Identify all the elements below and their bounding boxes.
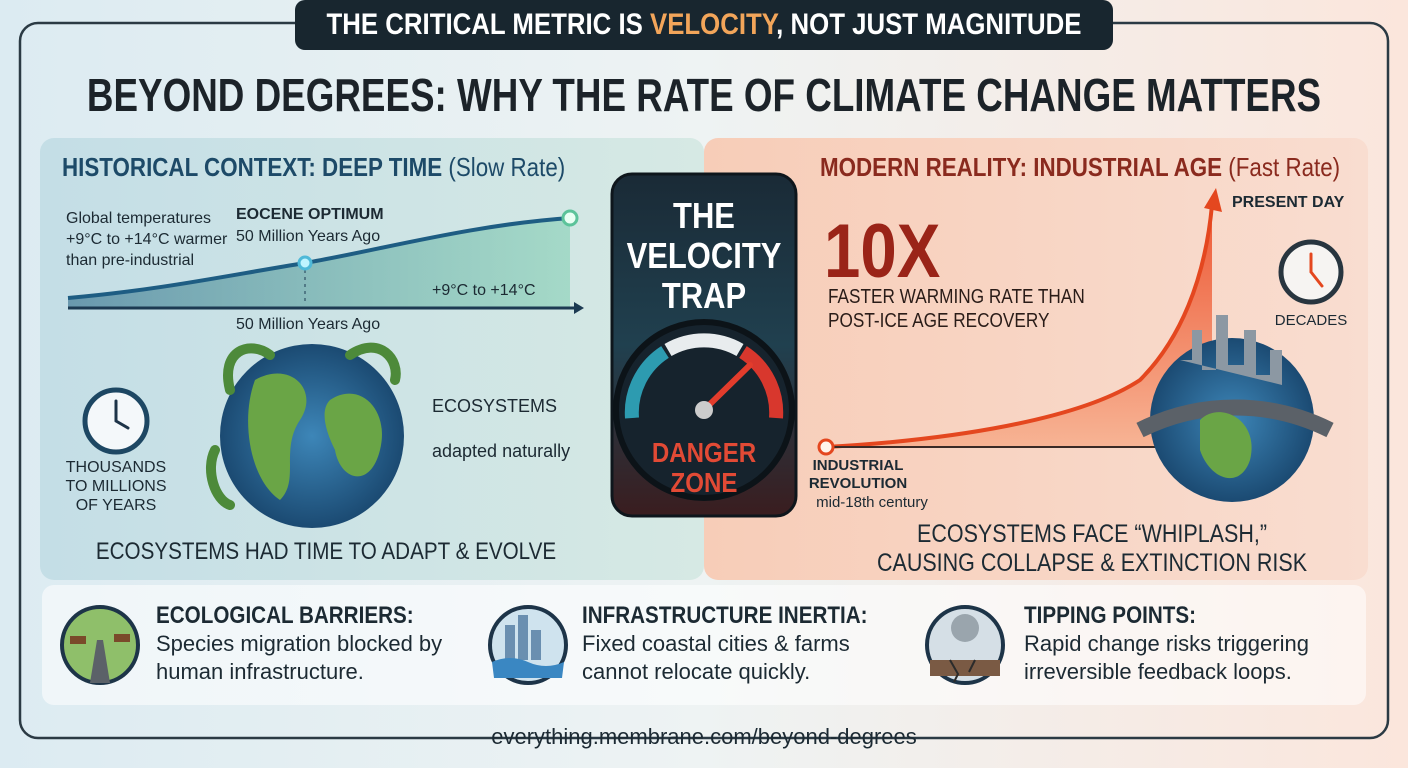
peak-label: EOCENE OPTIMUM: [236, 206, 384, 223]
velocity-line: VELOCITY: [626, 235, 782, 276]
gauge-line: DANGER: [651, 437, 757, 468]
start-line: REVOLUTION: [808, 475, 908, 492]
gauge-safe: [624, 346, 669, 419]
card-title: TIPPING POINTS:: [1024, 602, 1197, 629]
multiplier-note: FASTER WARMING RATE THAN POST-ICE AGE REC…: [828, 285, 1127, 333]
multiplier-text: 10X: [824, 209, 941, 294]
heading: HISTORICAL CONTEXT: DEEP TIME: [62, 152, 443, 182]
start-label: INDUSTRIAL REVOLUTION: [809, 457, 907, 493]
note-line: FASTER WARMING RATE THAN: [828, 286, 1085, 308]
banner-highlight: VELOCITY: [649, 8, 777, 41]
card-text: cannot relocate quickly.: [582, 659, 811, 684]
gauge-line: ZONE: [670, 467, 738, 498]
modern-summary: ECOSYSTEMS FACE “WHIPLASH,” CAUSING COLLA…: [842, 520, 1342, 578]
summary-line: ECOSYSTEMS FACE “WHIPLASH,”: [916, 520, 1268, 548]
gauge-needle: [701, 362, 753, 413]
clock-hands: [1309, 252, 1324, 288]
axis-arrow: [574, 302, 584, 314]
curve-arrow: [1204, 188, 1222, 212]
note-line: +9°C to +14°C warmer: [66, 231, 228, 248]
deep-time-area: [68, 218, 570, 308]
note-line: than pre-industrial: [66, 252, 195, 269]
highway: [1136, 399, 1334, 438]
globe-land: [248, 373, 382, 500]
card-text: Rapid change risks triggering: [1024, 631, 1309, 656]
velocity-title: THE VELOCITY TRAP: [614, 196, 794, 316]
card-text: Species migration blocked by: [156, 631, 443, 656]
card-title: INFRASTRUCTURE INERTIA:: [582, 602, 868, 629]
note-line: POST-ICE AGE RECOVERY: [828, 310, 1050, 332]
clock-label: THOUSANDS TO MILLIONS OF YEARS: [65, 458, 166, 515]
banner-text: THE CRITICAL METRIC IS: [326, 8, 650, 41]
marker: [561, 209, 579, 227]
heading-note: (Slow Rate): [448, 152, 566, 182]
peak-time: 50 Million Years Ago: [236, 228, 381, 245]
card-icon: [60, 605, 140, 685]
summary: ECOSYSTEMS HAD TIME TO ADAPT & EVOLVE: [95, 538, 557, 565]
card-text: irreversible feedback loops.: [1024, 659, 1292, 684]
marker: [297, 255, 313, 271]
axis-label: 50 Million Years Ago: [236, 316, 381, 333]
range-label: +9°C to +14°C: [432, 282, 536, 299]
card: ECOLOGICAL BARRIERS: Species migration bl…: [156, 602, 456, 686]
summary-line: CAUSING COLLAPSE & EXTINCTION RISK: [876, 549, 1308, 577]
title: BEYOND DEGREES: WHY THE RATE OF CLIMATE …: [86, 69, 1322, 121]
velocity-line: THE: [673, 195, 735, 236]
start-time: mid-18th century: [816, 494, 928, 511]
clock-line: TO MILLIONS: [65, 478, 167, 495]
gauge-label: DANGER ZONE: [643, 438, 764, 498]
card-title: ECOLOGICAL BARRIERS:: [156, 602, 414, 629]
globe-flora: [206, 342, 401, 510]
ecosystems-note: adapted naturally: [432, 441, 571, 461]
ecosystems: ECOSYSTEMS: [432, 396, 558, 416]
card-icon: [488, 605, 568, 685]
heading-note: (Fast Rate): [1228, 152, 1341, 182]
title-wrap: BEYOND DEGREES: WHY THE RATE OF CLIMATE …: [0, 68, 1408, 122]
gauge-mid: [664, 333, 744, 357]
heading: MODERN REALITY: INDUSTRIAL AGE: [820, 152, 1223, 182]
velocity-line: TRAP: [661, 275, 747, 316]
gauge-hub: [695, 401, 713, 419]
chart-note: Global temperatures +9°C to +14°C warmer t…: [66, 208, 227, 271]
footer-link[interactable]: everything.membrane.com/beyond-degrees: [491, 724, 917, 749]
historical-summary: ECOSYSTEMS HAD TIME TO ADAPT & EVOLVE: [58, 538, 593, 566]
marker: [817, 438, 835, 456]
card: INFRASTRUCTURE INERTIA: Fixed coastal cit…: [582, 602, 914, 686]
modern-heading: MODERN REALITY: INDUSTRIAL AGE (Fast Rat…: [820, 152, 1408, 183]
card-text: Fixed coastal cities & farms: [582, 631, 850, 656]
modern-curve: [825, 204, 1214, 449]
historical-heading: HISTORICAL CONTEXT: DEEP TIME (Slow Rate…: [62, 152, 647, 183]
note-line: Global temperatures: [66, 210, 211, 227]
globe-land: [1200, 412, 1252, 479]
banner-text: , NOT JUST MAGNITUDE: [776, 8, 1082, 41]
clock-line: OF YEARS: [75, 497, 157, 514]
multiplier: 10X: [824, 208, 959, 295]
present-label: PRESENT DAY: [1232, 194, 1345, 211]
card-icon: [925, 605, 1005, 685]
card: TIPPING POINTS: Rapid change risks trigge…: [1024, 602, 1309, 686]
gauge-danger: [739, 346, 784, 419]
start-line: INDUSTRIAL: [812, 457, 904, 474]
banner: THE CRITICAL METRIC IS VELOCITY, NOT JUS…: [265, 8, 1143, 42]
card-text: human infrastructure.: [156, 659, 364, 684]
city: [1180, 315, 1282, 385]
clock-line: THOUSANDS: [65, 459, 167, 476]
clock-label: DECADES: [1274, 312, 1348, 329]
cards-strip: [42, 585, 1366, 705]
clock-hands: [114, 399, 130, 430]
banner-bg: [295, 0, 1113, 50]
